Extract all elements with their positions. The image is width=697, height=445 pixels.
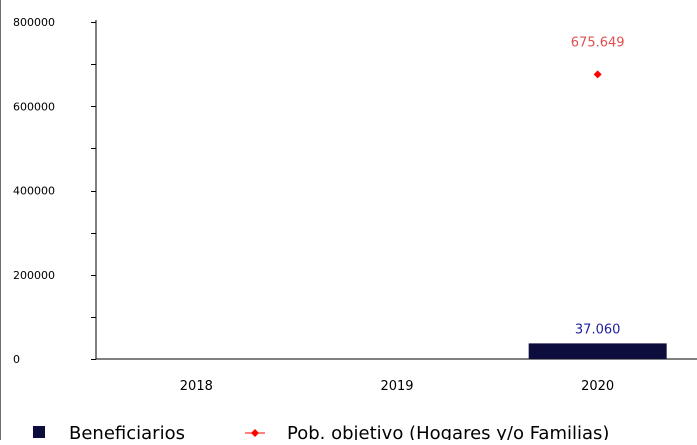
chart-axes: 800000 600000 400000 200000 0 2018 2019 2020 <box>13 16 697 394</box>
legend-label-pob-objetivo: Pob. objetivo (Hogares y/o Familias) <box>287 423 609 440</box>
y-tick-label: 400000 <box>13 185 55 198</box>
chart-marks: 37.060 675.649 <box>528 35 667 359</box>
x-tick-label: 2019 <box>380 379 413 394</box>
legend-label-beneficiarios: Beneficiarios <box>69 423 185 440</box>
point-data-label: 675.649 <box>571 35 625 50</box>
y-tick-label: 800000 <box>13 16 55 29</box>
bar-data-label: 37.060 <box>575 322 621 337</box>
chart-legend: Beneficiarios Pob. objetivo (Hogares y/o… <box>33 423 609 444</box>
y-tick-label: 600000 <box>13 100 55 113</box>
x-tick-label: 2020 <box>581 379 614 394</box>
x-tick-label: 2018 <box>180 379 213 394</box>
point-2020 <box>593 70 602 79</box>
y-tick-label: 200000 <box>13 269 55 282</box>
bar-2020 <box>528 343 667 359</box>
legend-swatch-beneficiarios <box>33 426 45 438</box>
legend-marker-pob-objetivo <box>251 429 259 437</box>
y-tick-label: 0 <box>13 353 20 366</box>
